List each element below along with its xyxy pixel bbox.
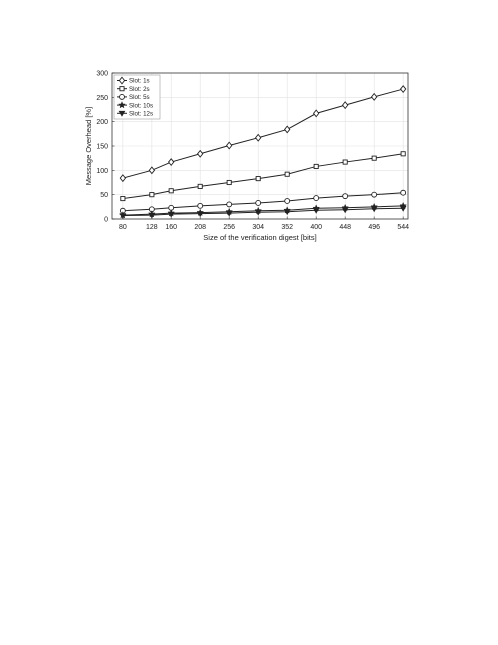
data-point [196,211,204,218]
series-line [122,153,404,200]
legend-label: Slot: 1s [129,78,150,85]
series-line [122,88,404,179]
data-point [313,195,320,201]
data-point [284,198,291,204]
series-5 [119,205,407,220]
legend-label: Slot: 5s [129,94,150,101]
data-point [148,212,156,219]
data-point [197,183,203,189]
series-4 [118,201,408,219]
data-point [168,158,175,167]
x-tick-label: 448 [339,224,351,231]
series-line [122,192,404,212]
data-point [313,109,320,118]
x-tick-label: 400 [310,224,322,231]
series-1 [119,85,407,183]
data-point [167,211,175,218]
data-point [197,202,204,209]
data-point [226,141,233,150]
y-tick-label: 150 [96,144,108,151]
data-point [371,191,378,198]
x-tick-label: 256 [223,224,235,231]
series-group [118,85,408,220]
series-line [122,207,404,217]
series-2 [120,151,406,202]
data-point [255,200,262,206]
x-tick-label: 160 [165,224,177,231]
legend-label: Slot: 10s [129,102,153,109]
x-tick-label: 544 [397,224,409,231]
x-tick-label: 80 [119,224,127,231]
data-point [341,101,349,110]
data-point [226,179,232,186]
data-point [371,155,377,161]
y-axis-label: Message Overhead [%] [84,107,93,185]
data-point [341,207,349,214]
x-tick-label: 208 [194,224,206,231]
data-point [342,193,349,200]
data-point [197,149,204,158]
data-point [119,213,127,220]
data-point [370,206,378,213]
data-point [120,196,126,202]
data-point [168,188,174,194]
data-point [370,92,378,101]
data-point [149,192,155,198]
axis-ticks: 80 128 160 208 256 304 352 400 448 496 544 0 50 100 15… [96,71,409,232]
y-tick-label: 200 [96,119,108,126]
data-point [284,125,291,134]
data-point [312,207,320,214]
data-point [342,159,348,165]
data-point [284,171,290,177]
series-3 [119,189,407,214]
legend-label: Slot: 12s [129,111,153,118]
legend-marker [119,93,125,100]
data-point [313,163,319,169]
x-tick-label: 352 [281,224,293,231]
y-tick-label: 50 [100,192,108,199]
y-tick-label: 250 [96,95,108,102]
y-tick-label: 100 [96,168,108,175]
data-point [225,210,233,217]
data-point [283,209,291,216]
data-point [119,174,127,183]
x-tick-label: 128 [146,224,158,231]
data-point [254,209,262,216]
data-point [399,85,407,94]
legend-marker [118,76,126,85]
data-point [148,166,156,175]
legend-marker [119,86,125,92]
legend-label: Slot: 2s [129,86,150,93]
data-point [400,151,406,157]
data-point [400,189,407,196]
x-tick-label: 496 [368,224,380,231]
y-tick-label: 300 [96,71,108,78]
legend-marker [118,101,126,109]
series-line [122,205,404,216]
data-point [255,133,262,142]
data-point [399,205,407,212]
x-tick-label: 304 [252,224,264,231]
y-tick-label: 0 [104,217,108,224]
data-point [255,176,261,182]
x-axis-label: Size of the verification digest [bits] [203,233,316,242]
data-point [226,201,233,208]
legend-marker [118,110,126,117]
